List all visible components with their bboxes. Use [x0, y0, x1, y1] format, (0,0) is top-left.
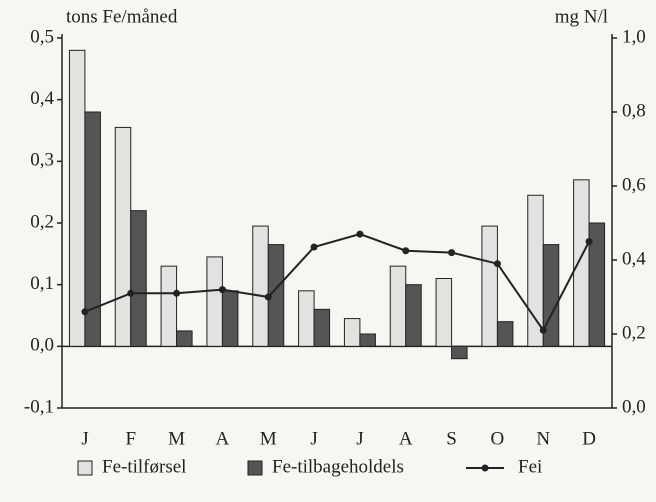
- line-point: [173, 289, 181, 297]
- legend-label: Fei: [518, 456, 542, 477]
- bar: [451, 345, 468, 360]
- y-tick-label: 0,0: [30, 335, 54, 356]
- legend-label: Fe-tilførsel: [102, 456, 186, 477]
- y-tick-label: 0,1: [30, 273, 54, 294]
- x-tick-label: J: [81, 428, 88, 449]
- bar: [573, 179, 590, 347]
- bar: [298, 290, 315, 347]
- bar: [313, 308, 331, 347]
- y2-tick-label: 0,0: [622, 396, 646, 417]
- line-point: [356, 230, 364, 238]
- bar: [221, 290, 239, 347]
- x-tick-label: N: [536, 428, 550, 449]
- bar: [252, 225, 269, 347]
- y2-tick-label: 0,8: [622, 100, 646, 121]
- line-point: [218, 286, 226, 294]
- bar: [160, 265, 178, 347]
- x-tick-label: O: [491, 428, 505, 449]
- line-point: [127, 289, 135, 297]
- bar: [496, 321, 514, 347]
- bar: [588, 222, 606, 347]
- bar: [206, 256, 223, 347]
- y-tick-label: -0,1: [24, 396, 54, 417]
- line-point: [81, 308, 89, 316]
- bar: [84, 111, 101, 347]
- bar: [527, 194, 544, 347]
- x-tick-label: A: [216, 428, 230, 449]
- bar: [114, 126, 132, 347]
- y2-tick-label: 0,6: [622, 174, 646, 195]
- bar: [435, 278, 453, 347]
- y2-axis-title: mg N/l: [555, 6, 608, 27]
- x-tick-label: J: [356, 428, 363, 449]
- legend-swatch: [77, 460, 93, 476]
- x-tick-label: F: [125, 428, 136, 449]
- x-tick-label: M: [168, 428, 185, 449]
- y-tick-label: 0,2: [30, 211, 54, 232]
- line-point: [402, 247, 410, 255]
- x-tick-label: A: [399, 428, 413, 449]
- bar: [359, 333, 376, 347]
- bar: [343, 318, 361, 347]
- y-tick-label: 0,4: [30, 88, 54, 109]
- line: [84, 233, 590, 333]
- legend-swatch: [247, 460, 263, 476]
- line-point: [585, 238, 593, 245]
- y-tick-label: 0,3: [30, 150, 54, 171]
- bar: [389, 265, 407, 347]
- line-point: [448, 249, 456, 257]
- line-point: [539, 326, 547, 334]
- line-point: [264, 293, 272, 301]
- bar: [130, 210, 147, 347]
- bar: [405, 284, 422, 347]
- bar: [481, 225, 498, 347]
- x-tick-label: J: [310, 428, 317, 449]
- x-tick-label: M: [260, 428, 277, 449]
- x-tick-label: D: [582, 428, 596, 449]
- bar: [68, 49, 86, 347]
- y-axis-title: tons Fe/måned: [66, 6, 178, 27]
- y2-tick-label: 1,0: [622, 26, 646, 47]
- y-tick-label: 0,5: [30, 26, 54, 47]
- x-tick-label: S: [446, 428, 457, 449]
- legend-label: Fe-tilbageholdels: [272, 456, 404, 477]
- y2-tick-label: 0,4: [622, 248, 646, 269]
- y2-tick-label: 0,2: [622, 322, 646, 343]
- line-point: [310, 243, 318, 251]
- line-point: [493, 260, 501, 268]
- legend-marker: [481, 464, 489, 472]
- bar: [176, 330, 193, 347]
